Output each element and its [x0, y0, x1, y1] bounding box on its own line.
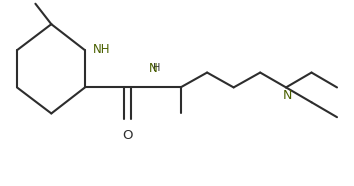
- Text: N: N: [282, 89, 292, 102]
- Text: H: H: [153, 63, 160, 73]
- Text: O: O: [122, 129, 133, 142]
- Text: NH: NH: [93, 43, 110, 56]
- Text: N: N: [149, 62, 157, 75]
